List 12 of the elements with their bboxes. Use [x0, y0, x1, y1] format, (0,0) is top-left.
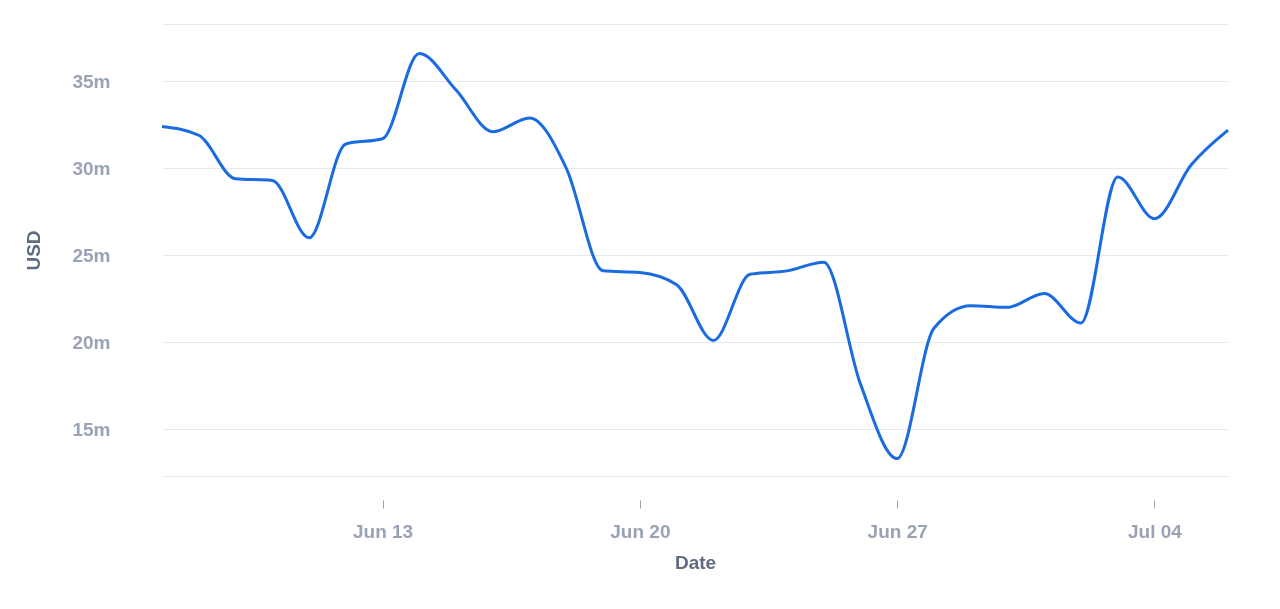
x-tick-label: Jun 27	[867, 520, 928, 542]
y-tick-label: 15m	[72, 418, 111, 440]
x-tick-label: Jun 20	[610, 520, 671, 542]
y-tick-label: 20m	[72, 331, 111, 353]
x-axis-title: Date	[674, 551, 717, 573]
line-series	[160, 52, 1230, 461]
y-tick-label: 35m	[72, 70, 111, 92]
y-tick-label: 25m	[72, 244, 111, 266]
x-tick-label: Jul 04	[1128, 520, 1183, 542]
y-tick-label: 30m	[72, 157, 111, 179]
y-axis-title: USD	[23, 230, 45, 271]
x-tick-label: Jun 13	[352, 520, 414, 542]
